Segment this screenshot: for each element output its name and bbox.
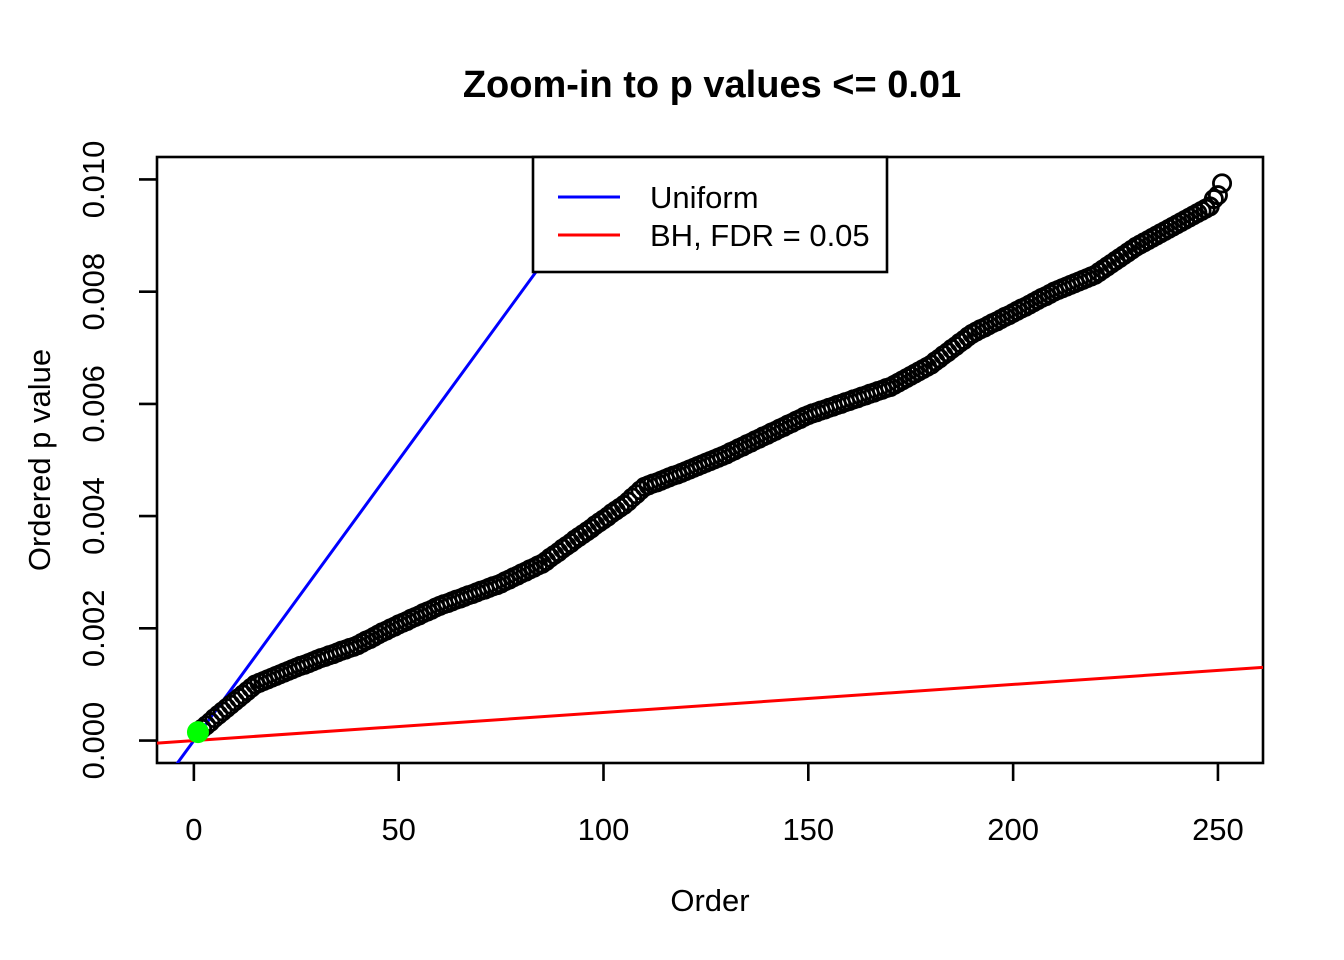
x-tick-label: 50 [381,812,415,847]
bh-line [157,665,1263,745]
y-tick-label: 0.002 [76,590,111,668]
x-tick-label: 250 [1192,812,1244,847]
x-tick-label: 100 [578,812,630,847]
y-tick-label: 0.010 [76,141,111,219]
data-point [1203,189,1224,210]
data-layer [157,157,1263,763]
chart-title: Zoom-in to p values <= 0.01 [463,64,961,106]
legend: Uniform BH, FDR = 0.05 [531,155,889,274]
y-axis: 0.000 0.002 0.004 0.006 0.008 0.010 [76,141,157,780]
y-tick-label: 0.000 [76,702,111,780]
y-axis-title: Ordered p value [22,349,57,571]
x-axis-title: Order [670,883,749,918]
x-tick-label: 0 [185,812,202,847]
data-point [1212,173,1233,194]
legend-label-bh: BH, FDR = 0.05 [650,218,870,253]
x-axis: 0 50 100 150 200 250 [185,763,1244,847]
legend-box [531,155,889,274]
x-tick-label: 150 [782,812,834,847]
y-tick-label: 0.006 [76,365,111,443]
uniform-line [175,157,622,763]
data-point [1207,185,1228,206]
highlighted-point [186,721,209,744]
y-tick-label: 0.008 [76,253,111,331]
legend-label-uniform: Uniform [650,180,759,215]
y-tick-label: 0.004 [76,477,111,555]
x-tick-label: 200 [987,812,1039,847]
